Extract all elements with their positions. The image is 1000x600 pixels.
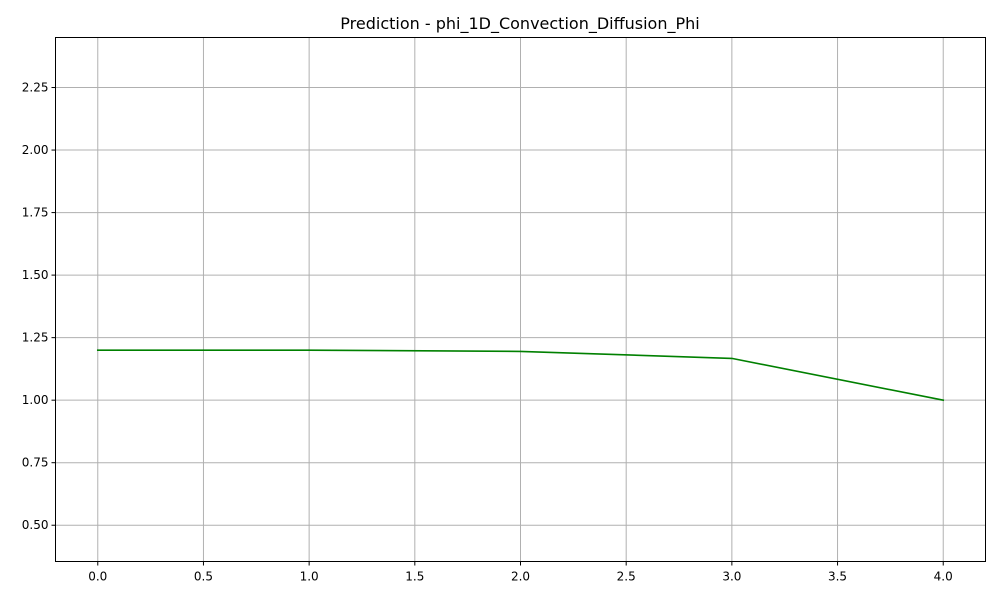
- grid-lines: [55, 37, 986, 562]
- y-tick-label: 0.50: [22, 518, 49, 532]
- x-tick-label: 2.0: [511, 570, 530, 584]
- y-tick-label: 2.00: [22, 143, 49, 157]
- x-tick-label: 4.0: [934, 570, 953, 584]
- x-tick-label: 0.5: [194, 570, 213, 584]
- x-tick-label: 0.0: [88, 570, 107, 584]
- y-tick-label: 1.50: [22, 268, 49, 282]
- x-tick-label: 1.0: [300, 570, 319, 584]
- y-tick-label: 1.00: [22, 393, 49, 407]
- series-layer: [96, 349, 945, 402]
- x-tick-label: 3.5: [828, 570, 847, 584]
- y-tick-label: 1.75: [22, 206, 49, 220]
- y-tick-label: 1.25: [22, 331, 49, 345]
- x-tick-label: 3.0: [722, 570, 741, 584]
- y-tick-label: 0.75: [22, 456, 49, 470]
- axis-ticks: 0.0 0.5 1.0 1.5 2.0 2.5 3.0 3.5 4.0 0.50 0.75 1.00 1…: [22, 81, 953, 584]
- y-tick-label: 2.25: [22, 81, 49, 95]
- x-tick-label: 2.5: [617, 570, 636, 584]
- chart-title: Prediction - phi_1D_Convection_Diffusion…: [340, 14, 699, 34]
- x-tick-label: 1.5: [405, 570, 424, 584]
- series-line: [96, 349, 945, 402]
